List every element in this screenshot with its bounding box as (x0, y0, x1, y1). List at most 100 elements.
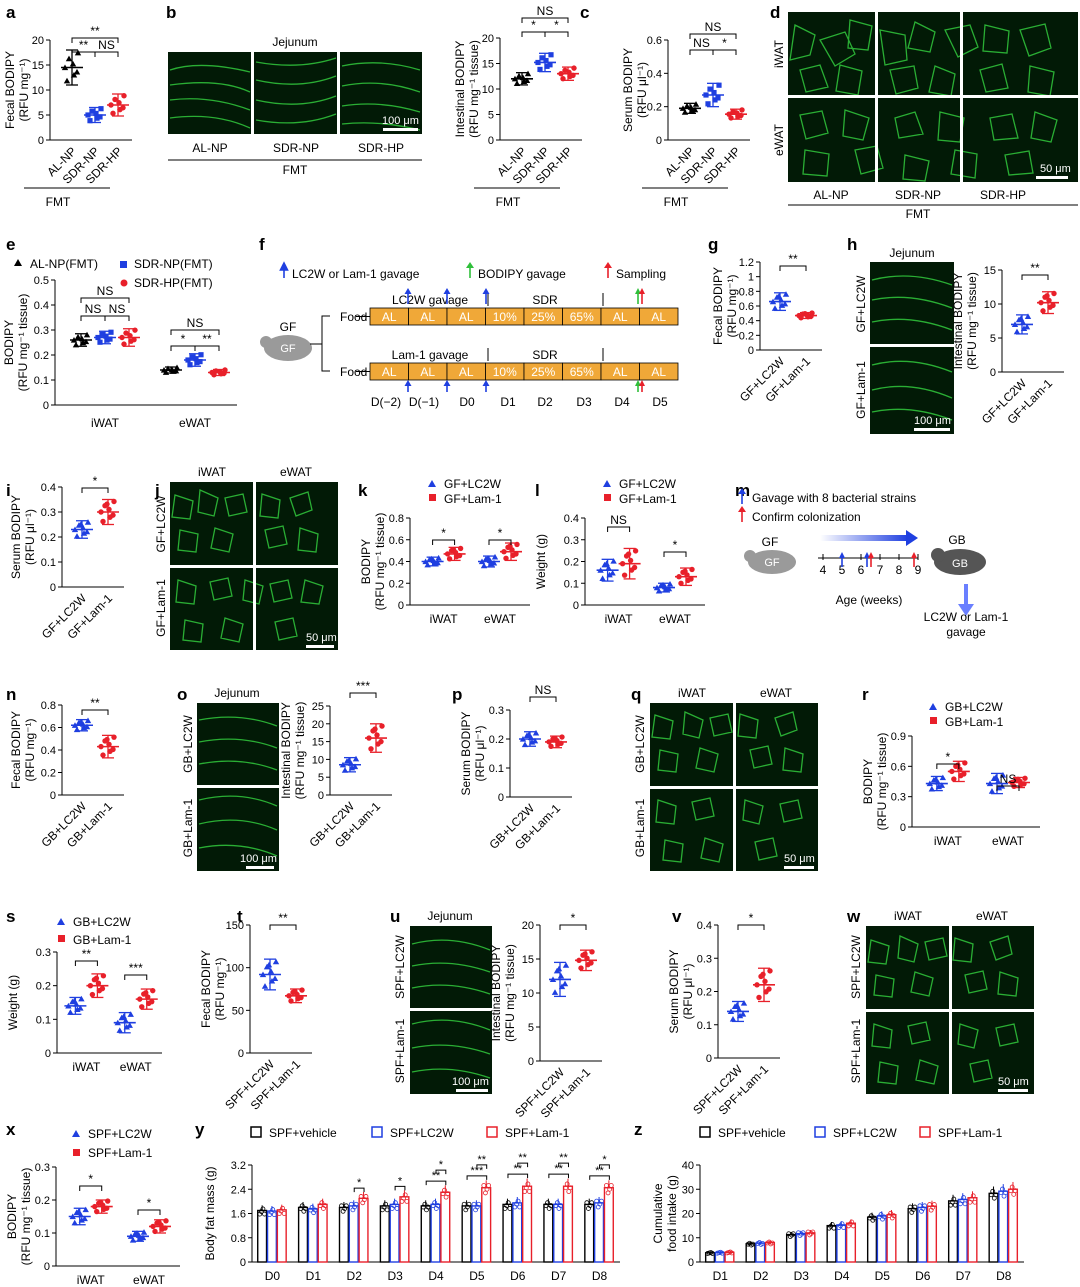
data-point (471, 1201, 477, 1207)
svg-text:FMT: FMT (283, 163, 308, 177)
significance-bracket (548, 1173, 569, 1179)
y-axis-label-units: (RFU mg⁻¹ tissue) (373, 513, 387, 611)
data-point (143, 990, 149, 996)
x-tick-label: eWAT (120, 1060, 153, 1074)
x-tick-label: eWAT (484, 612, 517, 626)
data-point (1012, 1188, 1018, 1194)
data-point (544, 63, 550, 69)
data-point (402, 1192, 408, 1198)
data-point (280, 1205, 285, 1211)
svg-text:GF+Lam-1: GF+Lam-1 (854, 361, 868, 419)
significance-bracket (432, 539, 456, 545)
significance-label: NS (535, 683, 552, 697)
significance-label: ** (432, 1170, 441, 1182)
y-tick-label: 5 (528, 1022, 534, 1034)
bar (430, 1203, 441, 1263)
y-tick-label: 20 (312, 719, 324, 731)
bar (257, 1209, 268, 1263)
chart-z: 0 10 20 30 40 Cumulative food intake (g) D1 D2 D3… (651, 1160, 1024, 1283)
data-point (93, 975, 100, 981)
data-point (678, 580, 684, 587)
data-point (198, 352, 204, 358)
x-tick-label: D5 (875, 1269, 891, 1283)
svg-text:Jejunum: Jejunum (427, 909, 472, 923)
y-tick-label: 0.2 (697, 987, 712, 999)
svg-text:u: u (390, 907, 400, 926)
svg-text:GF: GF (762, 535, 779, 549)
svg-text:SPF+Lam-1: SPF+Lam-1 (505, 1126, 570, 1140)
data-point (97, 339, 103, 345)
significance-label: * (398, 1175, 403, 1187)
significance-bracket (81, 487, 109, 493)
data-point (490, 559, 498, 566)
y-tick-label: 10 (522, 988, 534, 1000)
x-tick-label: iWAT (605, 612, 634, 626)
svg-text:SPF+LC2W: SPF+LC2W (393, 934, 407, 998)
sampling-arrow-head (639, 380, 645, 386)
chart-u: 0 5 10 15 20 Intestinal BODIPY (RFU mg⁻¹ tissu… (489, 911, 602, 1121)
data-point (352, 755, 360, 762)
data-point (739, 107, 745, 113)
data-point (1050, 302, 1056, 309)
data-point (97, 114, 103, 120)
svg-text:GF+LC2W: GF+LC2W (444, 477, 502, 491)
significance-bracket (936, 763, 960, 769)
data-point (922, 1203, 928, 1209)
gavage-arrow-head (482, 380, 490, 386)
chart-h: 0 5 10 15 Intestinal BODIPY (RFU mg⁻¹ tissue)… (951, 261, 1064, 427)
data-point (309, 1204, 315, 1210)
svg-text:iWAT: iWAT (198, 465, 227, 479)
data-point (303, 1206, 308, 1211)
bar (998, 1190, 1009, 1263)
data-point (187, 362, 193, 368)
significance-label: ** (82, 947, 92, 961)
x-tick-label: D2 (753, 1269, 769, 1283)
significance-label: ** (518, 1152, 527, 1164)
data-point (339, 1203, 344, 1209)
svg-text:r: r (862, 685, 869, 704)
svg-text:eWAT: eWAT (976, 909, 1009, 923)
data-point (599, 1198, 604, 1204)
significance-label: ** (595, 1165, 604, 1177)
mouse-gf-icon (748, 550, 796, 574)
data-point (951, 1196, 957, 1202)
svg-text:p: p (452, 685, 462, 704)
data-point (99, 331, 105, 337)
data-point (461, 1201, 467, 1207)
significance-label: * (441, 526, 446, 540)
y-tick-label: 15 (522, 954, 534, 966)
significance-label: NS (705, 20, 722, 34)
bar (603, 1187, 614, 1263)
y-axis-label: BODIPY (861, 759, 875, 804)
y-tick-label: 0 (488, 135, 494, 147)
data-point (705, 101, 711, 107)
bar (420, 1205, 431, 1263)
bar (297, 1206, 309, 1263)
chart-k: 0 0.2 0.4 0.6 0.8 BODIPY (RFU mg⁻¹ tissue) iWAT… (359, 513, 530, 626)
significance-label: *** (129, 961, 143, 975)
schedule-cell-label: AL (420, 310, 435, 324)
svg-text:Confirm colonization: Confirm colonization (752, 510, 861, 524)
y-tick-label: 5 (990, 333, 996, 345)
y-tick-label: 0.3 (36, 947, 51, 959)
data-point (610, 558, 617, 564)
bar (826, 1224, 837, 1263)
y-tick-label: 20 (32, 35, 44, 47)
bar (521, 1185, 533, 1263)
bar (957, 1198, 968, 1263)
y-tick-label: 0.1 (34, 375, 49, 387)
y-tick-label: 0.1 (564, 578, 579, 590)
svg-text:GB+LC2W: GB+LC2W (181, 714, 195, 772)
significance-bracket (466, 1175, 488, 1180)
svg-text:eWAT: eWAT (760, 686, 793, 700)
svg-text:iWAT: iWAT (894, 909, 923, 923)
significance-label: NS (97, 284, 114, 298)
schematic-m: Gavage with 8 bacterial strains Confirm … (738, 488, 1009, 639)
data-point (871, 1215, 877, 1221)
age-label: 9 (915, 563, 922, 577)
schedule-cell-label: AL (420, 365, 435, 379)
x-tick-label: D7 (956, 1269, 972, 1283)
data-point (990, 1188, 996, 1194)
significance-bracket (425, 1180, 447, 1186)
